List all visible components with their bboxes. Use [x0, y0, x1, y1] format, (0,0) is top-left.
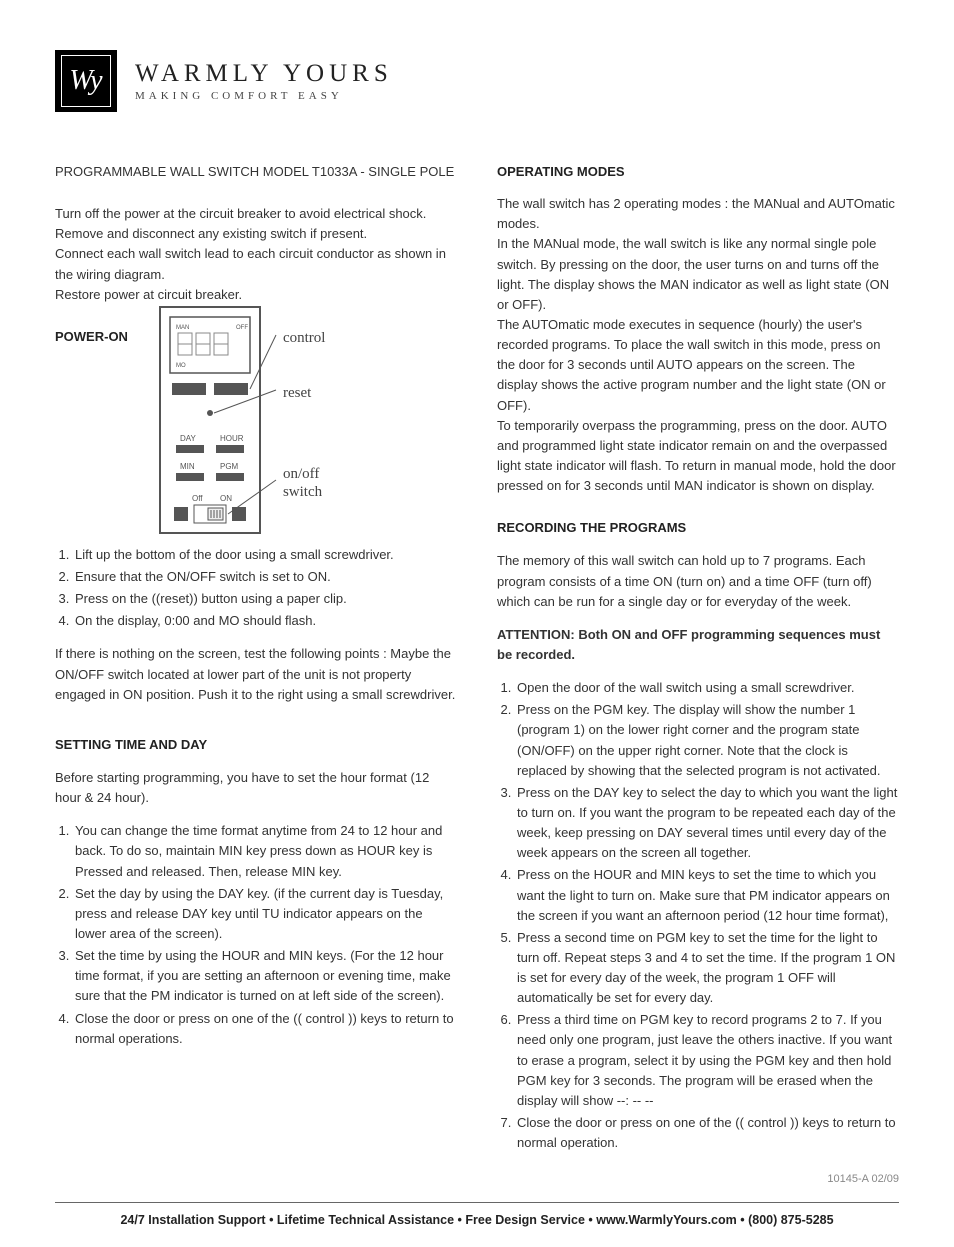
recording-attention: ATTENTION: Both ON and OFF programming s… — [497, 625, 899, 665]
step-item: Close the door or press on one of the ((… — [515, 1113, 899, 1153]
setting-time-heading: SETTING TIME AND DAY — [55, 735, 457, 755]
device-diagram: MAN OFF MO — [158, 305, 278, 535]
step-item: Set the time by using the HOUR and MIN k… — [73, 946, 457, 1006]
recording-steps: Open the door of the wall switch using a… — [497, 678, 899, 1153]
step-item: You can change the time format anytime f… — [73, 821, 457, 881]
svg-text:DAY: DAY — [180, 434, 197, 443]
svg-text:HOUR: HOUR — [220, 434, 244, 443]
intro-line: Connect each wall switch lead to each ci… — [55, 244, 457, 284]
brand-logo-glyph: Wy — [61, 55, 111, 107]
body-para: The wall switch has 2 operating modes : … — [497, 194, 899, 234]
diagram-label-reset: reset — [283, 382, 311, 405]
step-item: Press a third time on PGM key to record … — [515, 1010, 899, 1111]
setting-time-intro: Before starting programming, you have to… — [55, 768, 457, 808]
brand-subtitle: MAKING COMFORT EASY — [135, 90, 393, 102]
step-item: Lift up the bottom of the door using a s… — [73, 545, 457, 565]
body-para: The AUTOmatic mode executes in sequence … — [497, 315, 899, 416]
step-item: Open the door of the wall switch using a… — [515, 678, 899, 698]
step-item: Press on the DAY key to select the day t… — [515, 783, 899, 864]
body-para: In the MANual mode, the wall switch is l… — [497, 234, 899, 315]
step-item: Press on the ((reset)) button using a pa… — [73, 589, 457, 609]
svg-text:ON: ON — [220, 494, 232, 503]
svg-text:PGM: PGM — [220, 462, 239, 471]
power-on-steps: Lift up the bottom of the door using a s… — [55, 545, 457, 632]
setting-time-steps: You can change the time format anytime f… — [55, 821, 457, 1049]
recording-intro: The memory of this wall switch can hold … — [497, 551, 899, 611]
svg-text:Off: Off — [192, 494, 203, 503]
diagram-label-onoff-2: switch — [283, 481, 322, 504]
step-item: Press a second time on PGM key to set th… — [515, 928, 899, 1009]
brand-logo: Wy — [55, 50, 117, 112]
diagram-label-control: control — [283, 327, 326, 350]
right-column: OPERATING MODES The wall switch has 2 op… — [497, 162, 899, 1188]
left-column: PROGRAMMABLE WALL SWITCH MODEL T1033A - … — [55, 162, 457, 1188]
svg-text:MO: MO — [176, 363, 186, 369]
step-item: Close the door or press on one of the ((… — [73, 1009, 457, 1049]
footer-bar: 24/7 Installation Support • Lifetime Tec… — [55, 1202, 899, 1227]
brand-title: WARMLY YOURS — [135, 60, 393, 88]
intro-line: Restore power at circuit breaker. — [55, 285, 457, 305]
step-item: Ensure that the ON/OFF switch is set to … — [73, 567, 457, 587]
step-item: Set the day by using the DAY key. (if th… — [73, 884, 457, 944]
intro-line: Turn off the power at the circuit breake… — [55, 204, 457, 224]
step-item: Press on the HOUR and MIN keys to set th… — [515, 865, 899, 925]
step-item: On the display, 0:00 and MO should flash… — [73, 611, 457, 631]
power-on-heading: POWER-ON — [55, 327, 128, 347]
svg-text:OFF: OFF — [236, 325, 248, 331]
body-para: To temporarily overpass the programming,… — [497, 416, 899, 497]
operating-modes-heading: OPERATING MODES — [497, 162, 899, 182]
svg-text:MIN: MIN — [180, 462, 195, 471]
svg-text:MAN: MAN — [176, 325, 189, 331]
model-title: PROGRAMMABLE WALL SWITCH MODEL T1033A - … — [55, 162, 457, 182]
intro-block: Turn off the power at the circuit breake… — [55, 204, 457, 305]
document-header: Wy WARMLY YOURS MAKING COMFORT EASY — [55, 50, 899, 112]
recording-programs-heading: RECORDING THE PROGRAMS — [497, 518, 899, 538]
step-item: Press on the PGM key. The display will s… — [515, 700, 899, 781]
power-on-note: If there is nothing on the screen, test … — [55, 644, 457, 704]
intro-line: Remove and disconnect any existing switc… — [55, 224, 457, 244]
operating-modes-block: The wall switch has 2 operating modes : … — [497, 194, 899, 496]
document-id: 10145-A 02/09 — [497, 1171, 899, 1188]
